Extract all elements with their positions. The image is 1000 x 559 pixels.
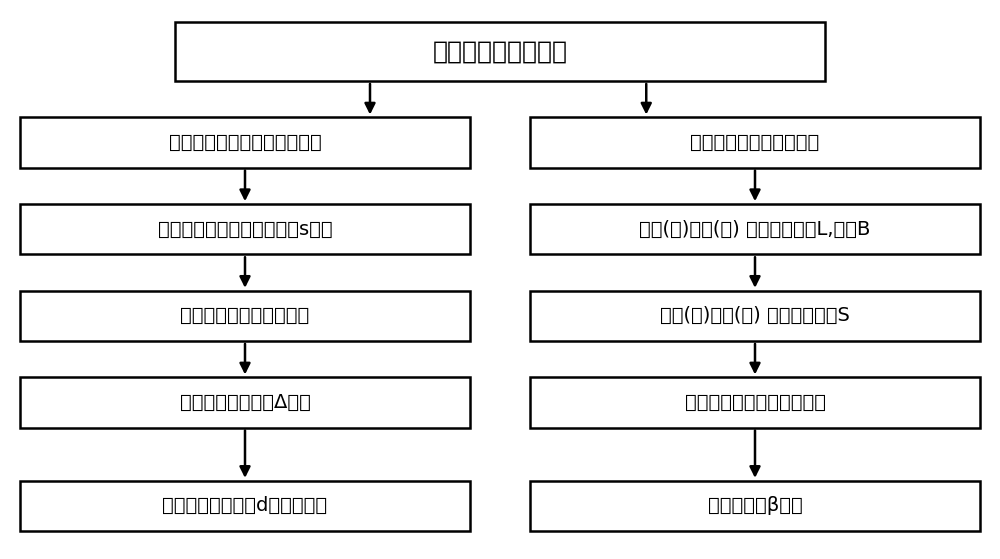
FancyBboxPatch shape [20,291,470,341]
FancyBboxPatch shape [530,481,980,531]
FancyBboxPatch shape [175,22,825,81]
FancyBboxPatch shape [530,117,980,168]
Text: 双向熔透区中心与小孔面积s计算: 双向熔透区中心与小孔面积s计算 [158,220,332,239]
FancyBboxPatch shape [20,204,470,254]
FancyBboxPatch shape [20,481,470,531]
Text: 双向后拖角β计算: 双向后拖角β计算 [708,496,802,515]
FancyBboxPatch shape [20,377,470,428]
FancyBboxPatch shape [20,117,470,168]
FancyBboxPatch shape [530,204,980,254]
Text: 由上(左)而下(右) 双向熔池长度L,宽度B: 由上(左)而下(右) 双向熔池长度L,宽度B [639,220,871,239]
Text: 双向熔透区圆形度Δ计算: 双向熔透区圆形度Δ计算 [180,393,310,412]
Text: 由上(左)而下(右) 双向像素面积S: 由上(左)而下(右) 双向像素面积S [660,306,850,325]
Text: 双向熔池区视觉图像数据: 双向熔池区视觉图像数据 [690,133,820,152]
Text: 熔池分区域图像数据: 熔池分区域图像数据 [432,40,568,64]
Text: 双向熔池熔透区视觉图像数据: 双向熔池熔透区视觉图像数据 [169,133,321,152]
Text: 双向熔透小孔直径d与熔透参数: 双向熔透小孔直径d与熔透参数 [162,496,328,515]
FancyBboxPatch shape [530,291,980,341]
FancyBboxPatch shape [530,377,980,428]
Text: 双向熔池尾部各点切线计算: 双向熔池尾部各点切线计算 [684,393,826,412]
Text: 双向熔透区各点切线计算: 双向熔透区各点切线计算 [180,306,310,325]
